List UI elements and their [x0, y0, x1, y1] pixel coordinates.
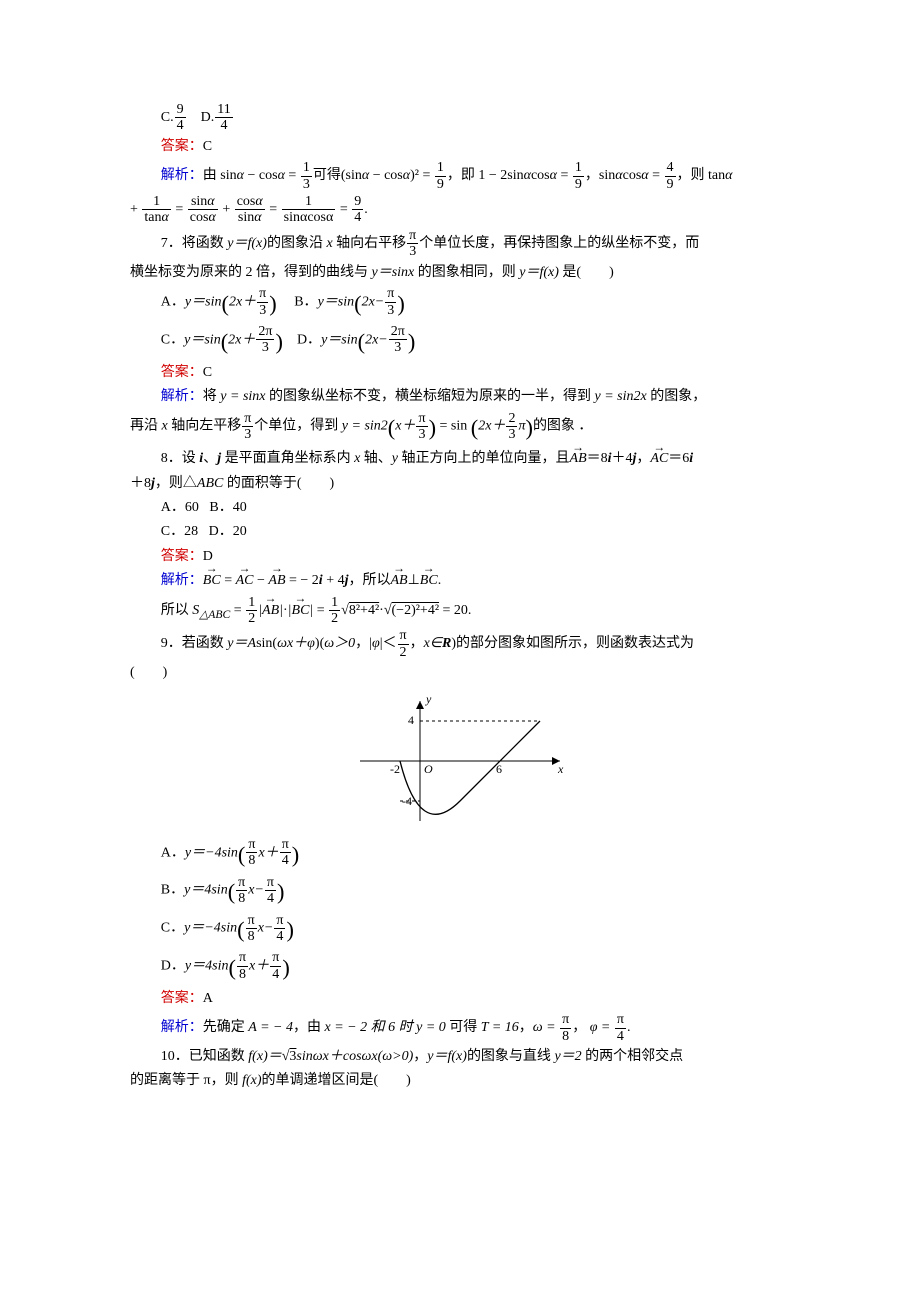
q7-answer: 答案：C	[130, 362, 790, 384]
q8-stem-2: ＋8j，则△ABC 的面积等于( )	[130, 473, 790, 495]
svg-text:6: 6	[496, 762, 502, 776]
q7-stem: 7．将函数 y＝f(x)的图象沿 x 轴向右平移π3个单位长度，再保持图象上的纵…	[130, 228, 790, 260]
svg-text:x: x	[557, 762, 564, 776]
explain-label: 解析：	[161, 168, 203, 183]
q7-explain-2: 再沿 x 轴向左平移π3个单位，得到 y = sin2(x＋π3) = sin …	[130, 410, 790, 446]
svg-text:O: O	[424, 762, 433, 776]
q8-explain-1: 解析：BC = AC − AB = − 2i + 4j，所以AB⊥BC.	[130, 570, 790, 592]
answer-value: C	[203, 139, 212, 154]
q9-graph: y x O -2 6 4 -4	[350, 691, 570, 831]
q8-opts-ab: A．60 B．40	[130, 497, 790, 519]
q8-opts-cd: C．28 D．20	[130, 521, 790, 543]
q9-opt-b: B．y＝4sin(π8x−π4)	[130, 874, 790, 910]
q9-stem: 9．若函数 y＝Asin(ωx＋φ)(ω＞0，|φ|＜π2，x∈R)的部分图象如…	[130, 628, 790, 660]
svg-text:4: 4	[408, 713, 414, 727]
q9-explain: 解析：先确定 A = − 4，由 x = − 2 和 6 时 y = 0 可得 …	[130, 1012, 790, 1044]
opt-c-frac: 94	[175, 102, 186, 134]
q8-answer: 答案：D	[130, 546, 790, 568]
q9-opt-d: D．y＝4sin(π8x＋π4)	[130, 950, 790, 986]
opt-c-label: C.	[161, 110, 174, 125]
q9-opt-a: A．y＝−4sin(π8x＋π4)	[130, 837, 790, 873]
q7-opts-ab: A．y＝sin(2x＋π3) B．y＝sin(2x−π3)	[130, 286, 790, 322]
q7-opts-cd: C．y＝sin(2x＋2π3) D．y＝sin(2x−2π3)	[130, 324, 790, 360]
q8-stem-1: 8．设 i、j 是平面直角坐标系内 x 轴、y 轴正方向上的单位向量，且AB＝8…	[130, 448, 790, 470]
q6-explain-line1: 解析：由 sinα − cosα = 13可得(sinα − cosα)² = …	[130, 160, 790, 192]
opt-d-frac: 114	[215, 102, 232, 134]
vector-ab: AB	[570, 448, 587, 470]
q10-stem-2: 的距离等于 π，则 f(x)的单调递增区间是( )	[130, 1070, 790, 1092]
svg-text:y: y	[425, 692, 432, 706]
q10-stem-1: 10．已知函数 f(x)＝√3sinωx＋cosωx(ω>0)，y＝f(x)的图…	[130, 1046, 790, 1068]
q8-explain-2: 所以 S△ABC = 12|AB|·|BC| = 12√8²+4²·√(−2)²…	[130, 595, 790, 627]
q9-answer: 答案：A	[130, 988, 790, 1010]
q6-answer: 答案：C	[130, 136, 790, 158]
q6-options-cd: C.94 D.114	[130, 102, 790, 134]
q7-explain-1: 解析：将 y = sinx 的图象纵坐标不变，横坐标缩短为原来的一半，得到 y …	[130, 386, 790, 408]
q9-stem-2: ( )	[130, 662, 790, 684]
q7-stem-2: 横坐标变为原来的 2 倍，得到的曲线与 y＝sinx 的图象相同，则 y＝f(x…	[130, 262, 790, 284]
opt-d-label: D.	[201, 110, 215, 125]
svg-text:-4: -4	[402, 794, 412, 808]
svg-text:-2: -2	[390, 762, 400, 776]
answer-label: 答案：	[161, 139, 203, 154]
q6-explain-line2: + 1tanα = sinαcosα + cosαsinα = 1sinαcos…	[130, 194, 790, 226]
vector-ac: AC	[650, 448, 668, 470]
q9-opt-c: C．y＝−4sin(π8x−π4)	[130, 912, 790, 948]
